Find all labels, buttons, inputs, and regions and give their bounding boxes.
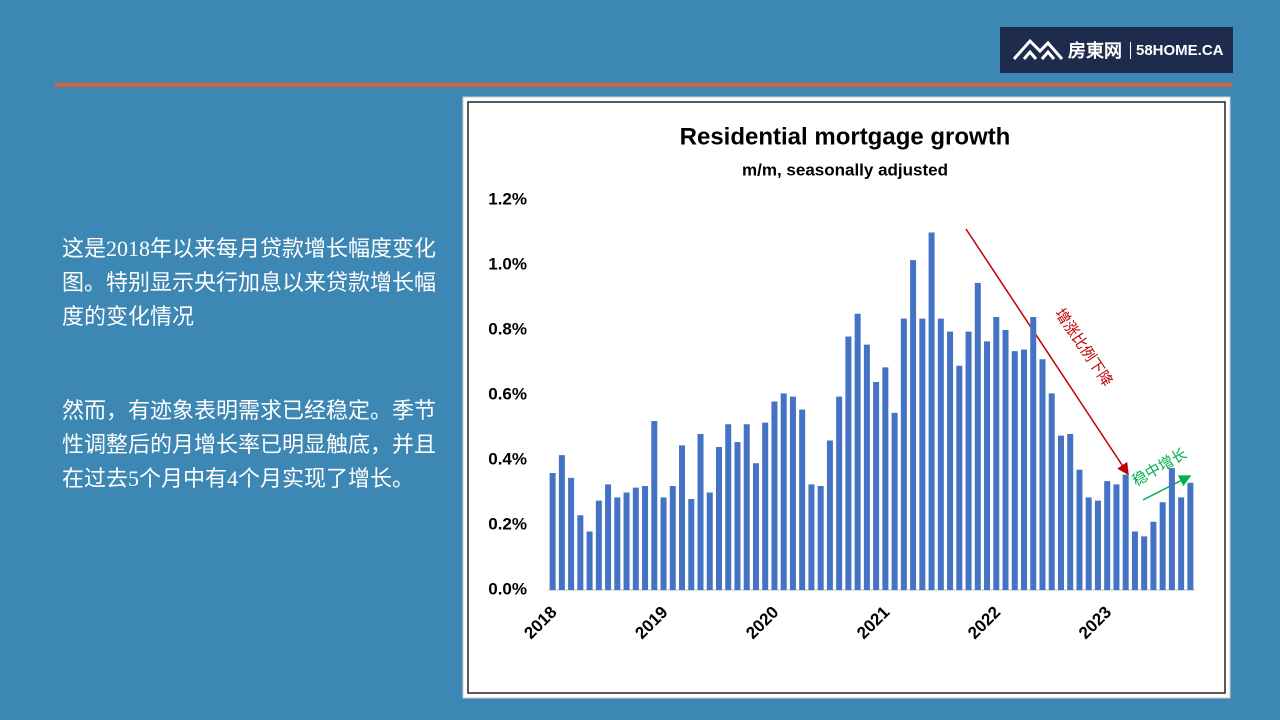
bar: [605, 484, 612, 590]
bar: [1067, 434, 1074, 590]
bar: [1021, 349, 1028, 590]
bar: [549, 473, 556, 590]
bar: [910, 260, 917, 590]
bar: [632, 487, 639, 590]
y-tick-label: 0.8%: [488, 319, 527, 338]
bar: [762, 422, 769, 590]
bar: [725, 424, 732, 590]
divider: [55, 83, 1232, 87]
bar: [660, 497, 667, 590]
bar: [734, 442, 741, 590]
bar: [1150, 521, 1157, 590]
bar: [1104, 481, 1111, 590]
bar: [558, 455, 565, 590]
bar: [1178, 497, 1185, 590]
bar: [891, 412, 898, 590]
chart-border: [467, 101, 1226, 694]
arrow: [965, 228, 1129, 476]
bar: [1113, 484, 1120, 590]
bar: [568, 477, 575, 590]
note: 这是2018年以来每月贷款增长幅度变化图。特别显示央行加息以来贷款增长幅度的变化…: [62, 236, 437, 329]
bar: [845, 336, 852, 590]
bar: [900, 318, 907, 590]
bar: [799, 409, 806, 590]
bar: [577, 515, 584, 590]
bar: [836, 396, 843, 590]
bar: [1002, 330, 1009, 590]
y-tick-label: 1.2%: [488, 189, 527, 208]
bar: [1159, 502, 1166, 590]
bar: [623, 492, 630, 590]
bar: [965, 331, 972, 590]
bar: [817, 486, 824, 590]
bar: [1141, 536, 1148, 590]
bar: [974, 282, 981, 590]
bar: [937, 318, 944, 590]
y-tick-label: 0.6%: [488, 384, 527, 403]
bar: [771, 401, 778, 590]
y-tick-label: 0.2%: [488, 514, 527, 533]
logo-brand: 房東网: [1068, 41, 1122, 61]
y-tick-label: 0.0%: [488, 579, 527, 598]
bar: [651, 421, 658, 590]
bar: [789, 396, 796, 590]
bar: [947, 331, 954, 590]
bar: [586, 531, 593, 590]
bar: [873, 382, 880, 590]
arrow: [1142, 475, 1192, 501]
bar: [854, 313, 861, 590]
bar: [1057, 435, 1064, 590]
bar: [688, 499, 695, 590]
logo-site: 58HOME.CA: [1130, 41, 1224, 59]
bar: [780, 393, 787, 590]
bar: [697, 434, 704, 590]
bar: [984, 341, 991, 590]
bar: [669, 486, 676, 590]
bar: [752, 463, 759, 590]
bar: [642, 486, 649, 590]
bar: [715, 447, 722, 590]
bar: [1076, 469, 1083, 590]
note: 然而，有迹象表明需求已经稳定。季节性调整后的月增长率已明显触底，并且在过去5个月…: [62, 398, 437, 491]
bar: [679, 445, 686, 590]
logo-icon: [1012, 38, 1064, 60]
logo: 房東网 58HOME.CA: [1000, 27, 1233, 73]
bar: [1094, 500, 1101, 590]
bar: [882, 367, 889, 590]
bar: [1122, 474, 1129, 590]
y-tick-label: 0.4%: [488, 449, 527, 468]
bar: [743, 424, 750, 590]
bar: [863, 344, 870, 590]
bar: [1187, 482, 1194, 590]
bar: [1030, 317, 1037, 590]
chart-title: Residential mortgage growth: [680, 123, 1011, 150]
bar: [826, 440, 833, 590]
y-tick-label: 1.0%: [488, 254, 527, 273]
bar: [1131, 531, 1138, 590]
bar: [1048, 393, 1055, 590]
bar: [956, 365, 963, 590]
bar: [919, 318, 926, 590]
bar: [808, 484, 815, 590]
bar: [614, 497, 621, 590]
bar: [1168, 468, 1175, 590]
bar: [706, 492, 713, 590]
chart-subtitle: m/m, seasonally adjusted: [742, 160, 948, 179]
bar: [928, 232, 935, 590]
bar: [595, 500, 602, 590]
bar: [993, 317, 1000, 590]
bar: [1085, 497, 1092, 590]
bar: [1011, 351, 1018, 590]
bar: [1039, 359, 1046, 590]
